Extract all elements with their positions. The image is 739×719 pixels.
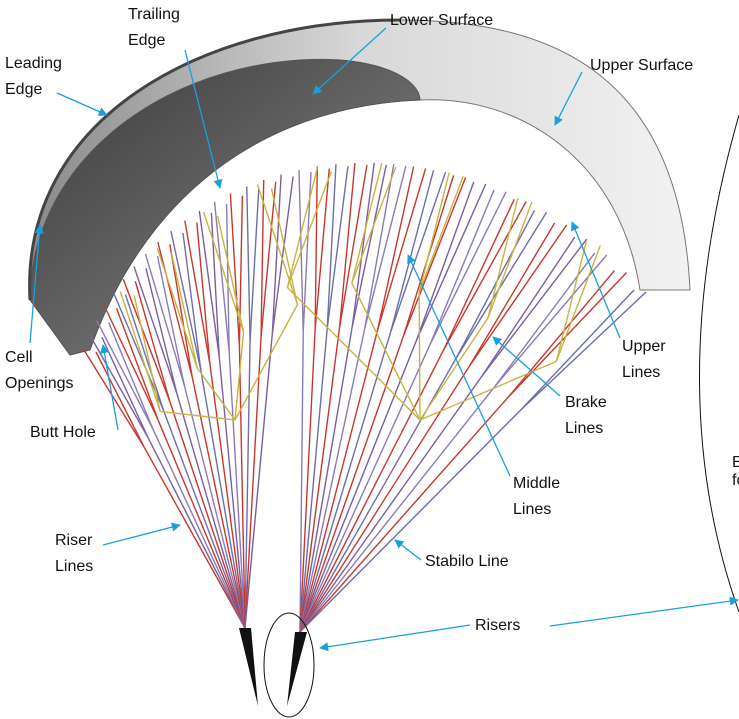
suspension-line — [247, 186, 250, 341]
suspension-line — [488, 198, 518, 318]
suspension-line — [488, 202, 532, 318]
suspension-line — [556, 245, 600, 361]
suspension-line — [300, 386, 495, 632]
label: Lower Surface — [390, 12, 493, 29]
label: Lines — [622, 364, 660, 381]
label: Brake — [565, 394, 607, 411]
suspension-line — [327, 166, 348, 328]
suspension-line — [160, 411, 235, 420]
suspension-line — [352, 163, 382, 283]
riser-right — [287, 632, 307, 706]
label: Lines — [565, 420, 603, 437]
label: Cell — [5, 349, 33, 366]
label: fo — [732, 472, 739, 489]
suspension-line — [170, 244, 192, 377]
label: Risers — [475, 617, 520, 634]
riser-left — [239, 628, 258, 706]
suspension-line — [287, 288, 420, 420]
suspension-line — [158, 419, 245, 628]
suspension-line — [204, 212, 244, 332]
inset-border — [700, 115, 739, 612]
label: Lines — [55, 558, 93, 575]
suspension-line — [300, 335, 404, 632]
suspension-line — [469, 223, 554, 366]
label: Lines — [513, 501, 551, 518]
suspension-line — [508, 273, 626, 397]
label: Leading — [5, 55, 62, 72]
suspension-line — [210, 363, 245, 628]
suspension-line — [508, 271, 614, 397]
suspension-line — [163, 410, 245, 628]
label: Stabilo Line — [425, 553, 509, 570]
suspension-line — [300, 366, 469, 632]
suspension-line — [420, 361, 556, 420]
suspension-line — [391, 172, 446, 332]
suspension-line — [184, 385, 245, 628]
suspension-line — [419, 177, 463, 293]
suspension-line — [300, 327, 340, 632]
suspension-line — [300, 329, 378, 632]
paraglider-diagram: Trailing Edge Lower Surface Leading Edge… — [0, 0, 739, 719]
suspension-line — [287, 172, 331, 288]
suspension-line — [456, 210, 534, 358]
suspension-line — [419, 293, 420, 420]
suspension-line — [521, 290, 634, 410]
suspension-line — [117, 308, 158, 419]
suspension-line — [300, 339, 417, 632]
suspension-line — [148, 438, 245, 628]
label: Riser — [55, 532, 93, 549]
suspension-line — [483, 237, 575, 375]
suspension-line — [257, 184, 297, 304]
suspension-line — [250, 188, 259, 341]
suspension-line — [378, 167, 414, 330]
label: Butt Hole — [30, 424, 96, 441]
label: Edge — [5, 81, 42, 98]
suspension-line — [272, 176, 293, 333]
suspension-line — [300, 397, 508, 632]
label: Middle — [513, 475, 560, 492]
suspension-line — [123, 279, 170, 401]
label: Trailing — [128, 6, 180, 23]
suspension-line — [230, 194, 239, 346]
label: Upper Surface — [590, 57, 693, 74]
label: Openings — [5, 375, 74, 392]
suspension-line — [300, 345, 430, 632]
suspension-lines — [84, 163, 646, 632]
riser-highlight — [264, 613, 314, 717]
suspension-line — [327, 164, 336, 328]
suspension-line — [340, 163, 355, 327]
label: B — [732, 454, 739, 471]
suspension-line — [352, 167, 396, 283]
suspension-line — [483, 239, 587, 375]
label: Edge — [128, 32, 165, 49]
label: Upper — [622, 338, 666, 355]
